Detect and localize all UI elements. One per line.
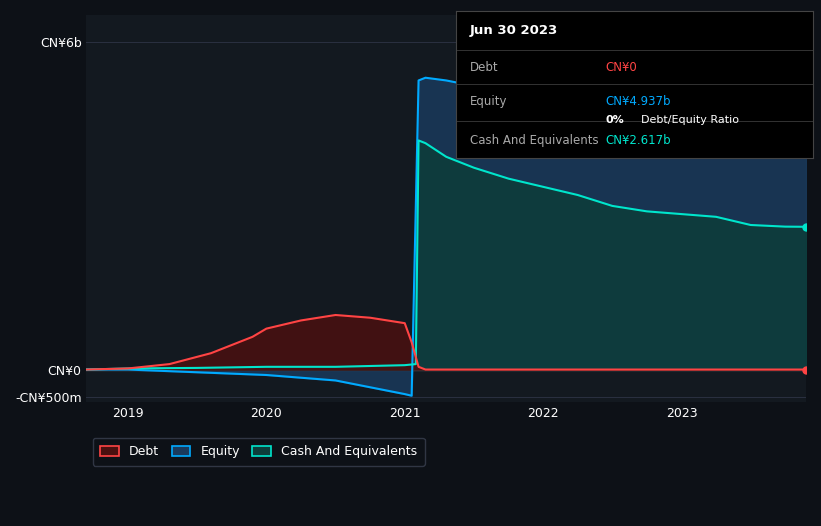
Text: Debt/Equity Ratio: Debt/Equity Ratio [641, 115, 740, 125]
Text: Cash And Equivalents: Cash And Equivalents [470, 134, 599, 147]
Text: 0%: 0% [606, 115, 625, 125]
Text: CN¥4.937b: CN¥4.937b [606, 95, 671, 108]
Text: Jun 30 2023: Jun 30 2023 [470, 24, 558, 37]
Legend: Debt, Equity, Cash And Equivalents: Debt, Equity, Cash And Equivalents [93, 438, 424, 466]
Text: Debt: Debt [470, 60, 498, 74]
Text: CN¥0: CN¥0 [606, 60, 637, 74]
Text: Equity: Equity [470, 95, 507, 108]
Text: CN¥2.617b: CN¥2.617b [606, 134, 672, 147]
